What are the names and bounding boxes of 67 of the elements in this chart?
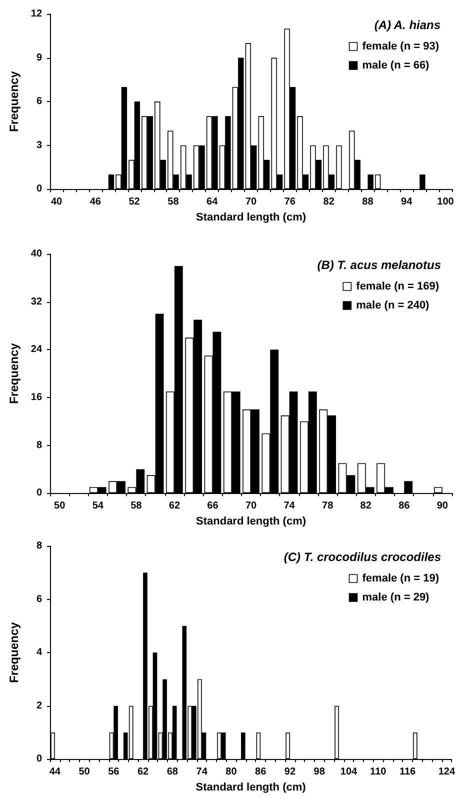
x-tick-label: 62 — [137, 766, 150, 778]
y-tick-label: 6 — [36, 594, 42, 605]
x-tick-label: 74 — [284, 500, 296, 512]
x-tick-label: 100 — [437, 196, 454, 208]
y-axis-title: Frequency — [7, 622, 21, 683]
x-tick-label: 78 — [322, 500, 334, 512]
x-tick-label: 66 — [207, 500, 219, 512]
x-tick-label: 64 — [206, 196, 218, 208]
legend-label: male (n = 240) — [356, 300, 430, 312]
x-tick-label: 76 — [284, 196, 296, 208]
x-tick-label: 70 — [245, 196, 258, 208]
y-tick-label: 40 — [30, 248, 42, 260]
legend-label: female (n = 93) — [362, 40, 440, 52]
y-tick-label: 16 — [30, 392, 42, 403]
y-axis-title: Frequency — [7, 342, 21, 404]
x-tick-label: 124 — [438, 766, 456, 778]
legend-label: female (n = 19) — [362, 572, 440, 584]
y-tick-label: 0 — [36, 184, 42, 195]
x-tick-label: 80 — [226, 766, 238, 778]
x-tick-label: 44 — [49, 766, 61, 778]
x-axis-title: Standard length (cm) — [196, 516, 306, 528]
x-tick-label: 50 — [78, 766, 90, 778]
x-tick-label: 88 — [362, 196, 374, 208]
x-tick-label: 56 — [108, 766, 120, 778]
x-tick-label: 70 — [245, 500, 258, 512]
x-axis-title: Standard length (cm) — [196, 782, 306, 794]
x-tick-label: 116 — [399, 766, 416, 778]
x-tick-label: 86 — [255, 766, 267, 778]
y-tick-label: 2 — [36, 700, 42, 712]
y-tick-label: 0 — [36, 754, 42, 765]
x-tick-label: 92 — [284, 766, 296, 778]
x-tick-label: 110 — [370, 766, 387, 778]
x-tick-label: 94 — [401, 196, 413, 208]
x-tick-label: 82 — [360, 500, 372, 512]
x-tick-label: 52 — [128, 196, 140, 208]
x-tick-label: 58 — [168, 196, 180, 208]
x-tick-label: 74 — [196, 766, 208, 778]
y-tick-label: 32 — [30, 296, 42, 308]
x-tick-label: 104 — [340, 766, 358, 778]
legend-label: male (n = 66) — [362, 60, 430, 72]
y-axis-title: Frequency — [7, 70, 21, 132]
x-axis-title: Standard length (cm) — [196, 212, 306, 224]
x-tick-label: 68 — [166, 766, 178, 778]
x-tick-label: 46 — [90, 196, 102, 208]
y-tick-label: 6 — [36, 96, 42, 108]
x-tick-label: 86 — [398, 500, 410, 512]
x-tick-label: 50 — [54, 500, 66, 512]
x-tick-label: 90 — [436, 500, 448, 512]
chart-title: (B) T. acus melanotus — [317, 258, 442, 272]
y-tick-label: 12 — [30, 8, 42, 20]
x-tick-label: 82 — [323, 196, 335, 208]
y-tick-label: 24 — [30, 344, 42, 356]
chart-title: (A) A. hians — [374, 18, 441, 32]
legend-label: female (n = 169) — [356, 280, 440, 292]
chart-title: (C) T. crocodilus crocodiles — [284, 550, 442, 564]
y-tick-label: 9 — [36, 52, 42, 64]
y-tick-label: 3 — [36, 140, 42, 151]
x-tick-label: 54 — [92, 500, 104, 512]
y-tick-label: 4 — [36, 647, 42, 658]
x-tick-label: 58 — [130, 500, 142, 512]
y-tick-label: 8 — [36, 440, 42, 451]
x-tick-label: 98 — [314, 766, 326, 778]
x-tick-label: 62 — [168, 500, 180, 512]
legend-label: male (n = 29) — [362, 592, 430, 604]
y-tick-label: 0 — [36, 488, 42, 499]
x-tick-label: 40 — [50, 196, 63, 208]
y-tick-label: 8 — [36, 540, 42, 552]
